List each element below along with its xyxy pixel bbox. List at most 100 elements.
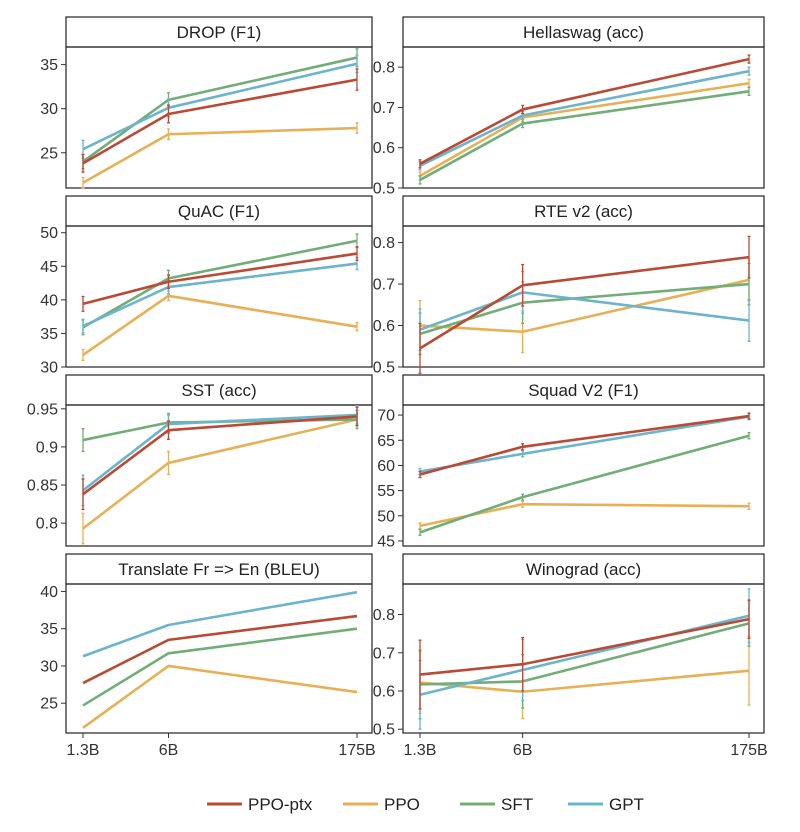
y-tick-label: 35 bbox=[40, 621, 58, 638]
y-tick-label: 30 bbox=[40, 360, 58, 377]
legend-label: SFT bbox=[501, 795, 533, 814]
series-line bbox=[82, 252, 358, 306]
series-sft bbox=[418, 432, 751, 537]
y-tick-label: 45 bbox=[40, 259, 58, 276]
y-tick-label: 30 bbox=[40, 101, 58, 118]
x-tick-label: 175B bbox=[730, 742, 767, 759]
series-gpt bbox=[81, 54, 359, 159]
x-tick-label: 6B bbox=[513, 742, 533, 759]
series-ppo bbox=[81, 290, 359, 361]
series-ppo bbox=[81, 409, 359, 545]
x-tick-label: 1.3B bbox=[404, 742, 437, 759]
legend-item-ppo: PPO bbox=[343, 795, 420, 814]
y-tick-label: 0.8 bbox=[373, 235, 395, 252]
series-ppo bbox=[418, 500, 751, 530]
panel-title: Hellaswag (acc) bbox=[523, 23, 644, 42]
y-tick-label: 25 bbox=[40, 145, 58, 162]
panel-title-box bbox=[65, 195, 373, 227]
series-line bbox=[419, 255, 750, 350]
legend-item-sft: SFT bbox=[460, 795, 533, 814]
y-tick-label: 35 bbox=[40, 326, 58, 343]
y-tick-label: 70 bbox=[377, 408, 395, 425]
panel-translate-fr-en-bleu: Translate Fr => En (BLEU) 25 30 35 40 1.3B 6B 1… bbox=[40, 553, 376, 759]
panel-winograd-acc: Winograd (acc) 0.5 0.6 0.7 0.8 1.3B 6B 175B bbox=[373, 553, 768, 759]
legend-item-gpt: GPT bbox=[568, 795, 644, 814]
plot-area bbox=[402, 583, 765, 734]
y-tick-label: 0.8 bbox=[373, 60, 395, 77]
plot-area bbox=[402, 404, 765, 547]
y-tick-label: 25 bbox=[40, 696, 58, 713]
panel-title-box bbox=[402, 16, 765, 48]
y-tick-label: 0.6 bbox=[373, 140, 395, 157]
y-tick-label: 65 bbox=[377, 433, 395, 450]
y-tick-label: 0.5 bbox=[373, 722, 395, 739]
series-sft bbox=[418, 599, 751, 720]
series-line bbox=[82, 239, 358, 329]
series-line bbox=[419, 669, 750, 694]
panel-title: DROP (F1) bbox=[177, 23, 262, 42]
series-ppo-ptx bbox=[81, 68, 359, 173]
panel-title-box bbox=[402, 374, 765, 406]
panel-title: RTE v2 (acc) bbox=[534, 202, 633, 221]
panel-title-box bbox=[65, 374, 373, 406]
y-tick-label: 50 bbox=[377, 508, 395, 525]
panel-title: Squad V2 (F1) bbox=[528, 381, 639, 400]
y-tick-label: 40 bbox=[40, 584, 58, 601]
series-line bbox=[82, 418, 358, 530]
y-tick-label: 0.6 bbox=[373, 318, 395, 335]
x-tick-label: 175B bbox=[338, 742, 375, 759]
y-tick-label: 0.5 bbox=[373, 360, 395, 377]
y-tick-label: 0.6 bbox=[373, 683, 395, 700]
plot-area bbox=[65, 225, 373, 368]
series-ppo-ptx bbox=[418, 54, 751, 169]
panel-title-box bbox=[65, 16, 373, 48]
panel-sst-acc: SST (acc) 0.8 0.85 0.9 0.95 bbox=[27, 374, 373, 547]
panel-hellaswag-acc: Hellaswag (acc) 0.5 0.6 0.7 0.8 bbox=[373, 16, 765, 198]
y-tick-label: 0.7 bbox=[373, 277, 395, 294]
panel-title: QuAC (F1) bbox=[178, 202, 260, 221]
y-tick-label: 0.95 bbox=[27, 401, 58, 418]
series-line bbox=[82, 62, 358, 151]
series-ppo bbox=[418, 78, 751, 181]
panel-title: SST (acc) bbox=[181, 381, 256, 400]
series-gpt bbox=[418, 588, 751, 730]
y-tick-label: 50 bbox=[40, 225, 58, 242]
series-ppo bbox=[82, 664, 358, 729]
series-line bbox=[419, 434, 750, 534]
panel-title: Translate Fr => En (BLEU) bbox=[118, 560, 320, 579]
y-tick-label: 35 bbox=[40, 57, 58, 74]
plot-area bbox=[65, 46, 373, 189]
y-tick-label: 45 bbox=[377, 533, 395, 550]
series-gpt bbox=[418, 270, 751, 352]
panel-drop-f1: DROP (F1) 25 30 35 bbox=[40, 16, 373, 189]
series-line bbox=[82, 664, 358, 729]
legend-item-ppo-ptx: PPO-ptx bbox=[207, 795, 313, 814]
series-line bbox=[419, 614, 750, 697]
y-tick-label: 40 bbox=[40, 292, 58, 309]
y-tick-label: 60 bbox=[377, 458, 395, 475]
series-ppo-ptx bbox=[81, 246, 359, 312]
series-ppo bbox=[418, 635, 751, 720]
plot-area bbox=[65, 404, 373, 547]
series-line bbox=[82, 126, 358, 184]
y-tick-label: 0.5 bbox=[373, 181, 395, 198]
series-line bbox=[82, 78, 358, 165]
y-tick-label: 0.8 bbox=[373, 607, 395, 624]
legend: PPO-ptx PPO SFT GPT bbox=[207, 795, 644, 814]
series-ppo-ptx bbox=[81, 406, 359, 511]
plot-area bbox=[402, 46, 765, 189]
plot-area bbox=[402, 225, 765, 368]
x-tick-label: 1.3B bbox=[67, 742, 100, 759]
series-ppo-ptx bbox=[418, 235, 751, 374]
series-ppo bbox=[81, 122, 359, 189]
panel-rte-v2-acc: RTE v2 (acc) 0.5 0.6 0.7 0.8 bbox=[373, 195, 765, 377]
y-tick-label: 0.7 bbox=[373, 645, 395, 662]
y-tick-label: 30 bbox=[40, 658, 58, 675]
series-line bbox=[419, 415, 750, 473]
panel-title: Winograd (acc) bbox=[526, 560, 641, 579]
series-ppo-ptx bbox=[418, 599, 751, 710]
series-ppo-ptx bbox=[418, 412, 751, 479]
x-tick-label: 6B bbox=[159, 742, 179, 759]
y-tick-label: 0.85 bbox=[27, 478, 58, 495]
